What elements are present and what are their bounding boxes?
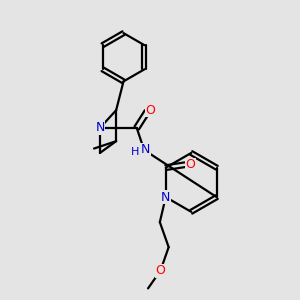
Text: O: O xyxy=(155,264,165,277)
Text: N: N xyxy=(141,143,150,157)
Text: N: N xyxy=(161,190,170,204)
Text: O: O xyxy=(146,104,155,117)
Text: H: H xyxy=(131,147,140,158)
Text: N: N xyxy=(95,122,105,134)
Text: O: O xyxy=(185,158,195,171)
